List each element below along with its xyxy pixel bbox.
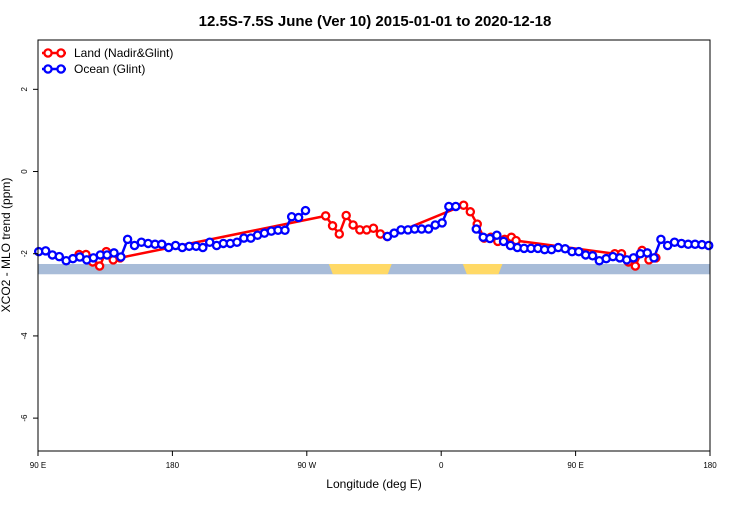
data-point-1-1: [40, 246, 51, 256]
data-point-0-8: [327, 221, 338, 231]
series-points: [33, 200, 714, 271]
y-tick-label-1: 0: [20, 169, 29, 174]
data-point-1-81: [642, 248, 653, 258]
data-point-0-11: [348, 220, 358, 230]
data-point-0-10: [341, 210, 351, 221]
data-point-1-59: [492, 230, 502, 240]
x-tick-label-5: 180: [703, 461, 717, 470]
data-point-0-18: [465, 207, 476, 217]
x-tick-label-1: 180: [166, 461, 180, 470]
data-point-1-12: [116, 252, 126, 262]
data-point-0-9: [334, 229, 345, 239]
data-point-0-7: [320, 211, 331, 221]
data-point-1-56: [471, 224, 482, 234]
data-point-1-24: [198, 242, 208, 253]
legend: Land (Nadir&Glint) Ocean (Glint): [42, 46, 173, 76]
data-point-1-73: [587, 251, 598, 261]
data-point-0-29: [630, 261, 641, 271]
data-point-0-14: [368, 223, 379, 233]
data-point-1-3: [54, 251, 65, 262]
legend-marker-1: [43, 64, 53, 74]
y-tick-label-4: -6: [20, 414, 29, 422]
surface-band: [38, 263, 710, 275]
x-axis-label: Longitude (deg E): [326, 477, 421, 491]
data-point-1-36: [280, 225, 290, 236]
plot-frame: [37, 39, 711, 452]
data-point-1-83: [656, 234, 666, 245]
data-point-1-82: [649, 253, 659, 263]
y-tick-label-2: -2: [20, 250, 29, 258]
data-point-1-29: [232, 237, 242, 247]
x-tick-label-4: 90 E: [567, 461, 583, 470]
data-point-1-39: [300, 205, 311, 216]
data-point-1-90: [703, 240, 714, 251]
data-point-0-17: [458, 200, 469, 210]
axes: 90 E 180 90 W 0 90 E 180 2 0 -2 -4 -6: [20, 87, 717, 470]
y-tick-label-3: -4: [20, 332, 29, 340]
data-point-1-11: [109, 248, 119, 258]
data-point-1-49: [423, 224, 434, 234]
legend-marker-0b: [56, 48, 66, 58]
x-tick-label-3: 0: [439, 461, 444, 470]
data-point-1-51: [437, 218, 447, 228]
data-point-1-13: [122, 234, 133, 245]
x-tick-label-2: 90 W: [297, 461, 316, 470]
legend-marker-0: [43, 48, 53, 58]
legend-label-1: Ocean (Glint): [74, 62, 145, 76]
data-point-0-3: [94, 261, 105, 271]
series-line-0: [79, 203, 657, 268]
data-point-1-60: [498, 236, 509, 247]
y-axis-label: XCO2 - MLO trend (ppm): [0, 178, 13, 313]
legend-label-0: Land (Nadir&Glint): [74, 46, 173, 60]
legend-marker-1b: [56, 64, 66, 74]
y-tick-label-0: 2: [20, 87, 29, 92]
chart-title: 12.5S-7.5S June (Ver 10) 2015-01-01 to 2…: [199, 13, 552, 30]
data-point-1-79: [628, 253, 639, 263]
data-point-1-38: [293, 212, 304, 223]
land-band-1: [462, 263, 503, 275]
data-point-1-53: [451, 201, 461, 212]
x-tick-label-0: 90 E: [30, 461, 46, 470]
land-band-0: [328, 263, 392, 275]
